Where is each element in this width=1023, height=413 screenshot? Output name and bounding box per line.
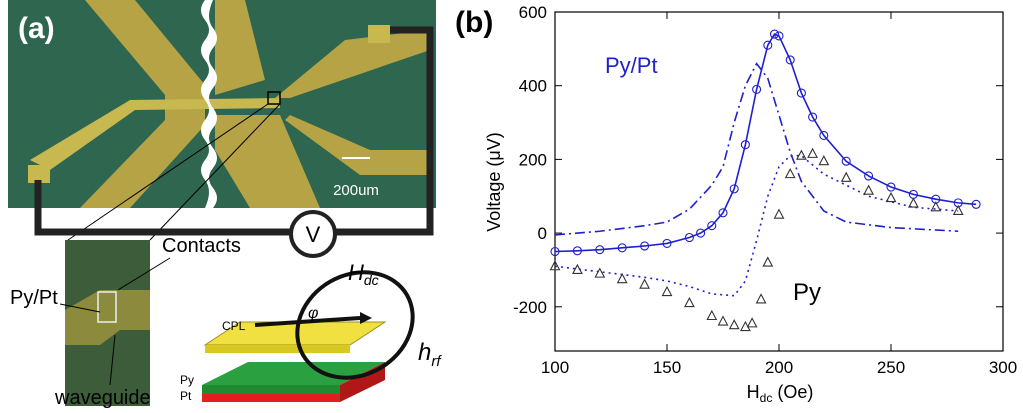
y-tick-label: 200 bbox=[519, 150, 547, 169]
field-symbol: h bbox=[418, 339, 431, 366]
field-subscript: rf bbox=[431, 353, 442, 370]
x-tick-label: 150 bbox=[653, 358, 681, 377]
y-tick-label: -200 bbox=[513, 298, 547, 317]
rf-field-label: hrf bbox=[418, 339, 442, 370]
x-label-sub: dc bbox=[760, 391, 773, 405]
figure: 200um (a) V Contacts Py/Pt waveguide CPL… bbox=[0, 0, 1023, 413]
marker bbox=[685, 298, 694, 307]
y-tick-label: 400 bbox=[519, 77, 547, 96]
voltmeter-label: V bbox=[306, 222, 321, 247]
marker bbox=[640, 280, 649, 289]
marker bbox=[741, 322, 750, 331]
pad bbox=[368, 25, 390, 43]
annotation: Py/Pt bbox=[605, 53, 658, 78]
marker bbox=[786, 169, 795, 178]
marker bbox=[663, 287, 672, 296]
sample-label: Py/Pt bbox=[10, 287, 58, 309]
panel-label: (b) bbox=[455, 6, 493, 39]
py-label: Py bbox=[180, 373, 194, 387]
pt-slab bbox=[202, 394, 340, 402]
x-tick-label: 200 bbox=[765, 358, 793, 377]
dc-field-label: Hdc bbox=[348, 260, 379, 288]
marker bbox=[719, 317, 728, 326]
pt-label: Pt bbox=[180, 389, 192, 403]
field-symbol: H bbox=[348, 260, 364, 285]
marker bbox=[775, 210, 784, 219]
panel-b: (b) Voltage (μV) Hdc (Oe) Py/Pt Py -200 0 2… bbox=[455, 3, 1017, 405]
angle-label: φ bbox=[308, 305, 318, 322]
x-tick-label: 250 bbox=[877, 358, 905, 377]
marker bbox=[618, 274, 627, 283]
marker bbox=[707, 311, 716, 320]
waveguide-label: waveguide bbox=[54, 387, 151, 409]
contacts-label: Contacts bbox=[162, 235, 241, 257]
x-label-unit: (Oe) bbox=[777, 382, 813, 402]
field-subscript: dc bbox=[364, 272, 379, 288]
annotation: Py bbox=[793, 279, 821, 306]
marker bbox=[842, 173, 851, 182]
marker bbox=[819, 156, 828, 165]
marker bbox=[730, 320, 739, 329]
y-tick-label: 600 bbox=[519, 3, 547, 22]
marker bbox=[864, 186, 873, 195]
scale-label: 200um bbox=[333, 182, 379, 199]
x-label-main: H bbox=[747, 382, 760, 402]
marker bbox=[757, 294, 766, 303]
line bbox=[555, 156, 958, 296]
y-axis-label: Voltage (μV) bbox=[484, 132, 504, 231]
marker bbox=[808, 149, 817, 158]
marker bbox=[763, 258, 772, 267]
cpl-label: CPL bbox=[222, 319, 246, 333]
x-tick-label: 300 bbox=[989, 358, 1017, 377]
x-tick-label: 100 bbox=[541, 358, 569, 377]
py-slab bbox=[202, 385, 340, 394]
marker bbox=[748, 318, 757, 327]
cpl-slab bbox=[205, 345, 350, 353]
x-axis-label: Hdc (Oe) bbox=[747, 382, 814, 405]
panel-a: 200um (a) V Contacts Py/Pt waveguide CPL… bbox=[8, 0, 442, 409]
y-tick-label: 0 bbox=[538, 224, 547, 243]
panel-label: (a) bbox=[18, 12, 55, 45]
